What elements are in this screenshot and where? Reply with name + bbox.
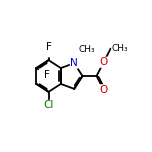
Text: F: F [46,42,52,52]
Text: F: F [44,70,50,80]
Text: CH₃: CH₃ [79,45,96,54]
Text: O: O [99,85,108,95]
Text: O: O [99,57,108,67]
Text: CH₃: CH₃ [111,44,128,53]
Text: Cl: Cl [43,100,54,110]
Text: N: N [70,58,78,68]
